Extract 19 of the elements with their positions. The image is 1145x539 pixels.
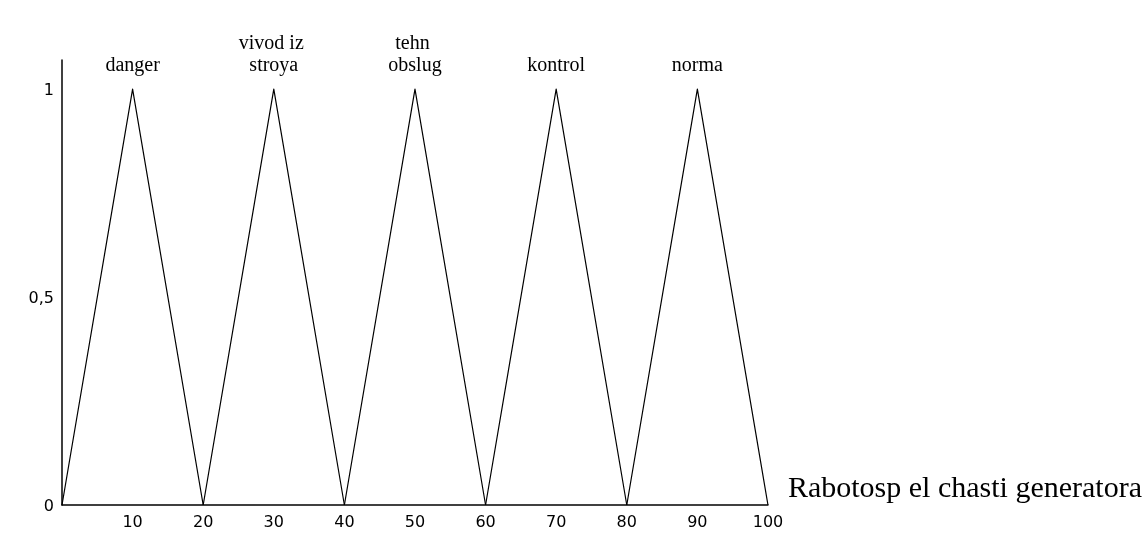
x-tick-label: 90 (687, 511, 708, 531)
x-tick-label: 30 (263, 511, 284, 531)
x-tick-label: 10 (122, 511, 143, 531)
y-tick-label: 1 (43, 79, 54, 99)
x-tick-label: 50 (404, 511, 426, 531)
series-label: kontrol (527, 53, 586, 76)
series-label: norma (671, 53, 724, 76)
series-label: danger (105, 53, 161, 77)
x-tick-label: 40 (334, 511, 355, 531)
y-tick-label: 0 (43, 495, 54, 515)
y-tick-label: 0,5 (28, 287, 54, 307)
x-tick-label: 60 (475, 511, 496, 531)
series-label: vivod iz stroya (238, 31, 309, 77)
series-label: tehn obslug (388, 31, 442, 77)
x-tick-label: 70 (545, 511, 567, 531)
x-tick-label: 100 (752, 511, 784, 531)
x-axis-title: Rabotosp el chasti generatora (787, 469, 1143, 503)
x-tick-label: 80 (616, 511, 637, 531)
x-tick-label: 20 (193, 511, 214, 531)
